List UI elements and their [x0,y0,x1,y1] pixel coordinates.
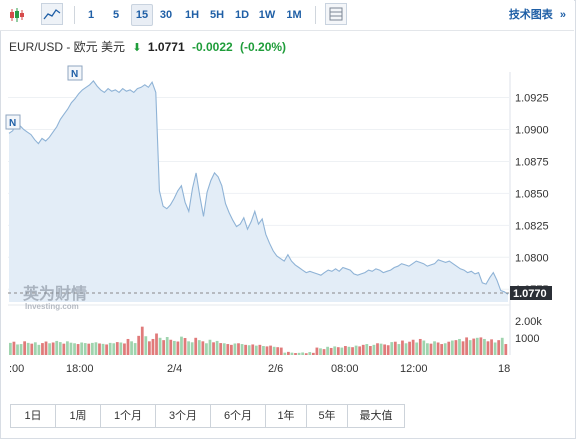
price-change: -0.0022 [191,40,233,54]
toolbar-divider [315,6,316,24]
last-price: 1.0771 [147,40,185,54]
price-change-percent: (-0.20%) [240,40,287,54]
period-6m[interactable]: 6个月 [211,405,266,427]
period-3m[interactable]: 3个月 [156,405,211,427]
down-arrow-icon: ⬇ [132,42,142,54]
interval-5[interactable]: 5 [112,9,120,21]
interval-1m[interactable]: 1M [286,9,302,21]
technical-chart-link[interactable]: 技术图表 » [509,4,566,26]
toolbar-divider [74,6,75,24]
interval-5h[interactable]: 5H [209,9,225,21]
candlestick-icon[interactable] [8,4,26,26]
period-1m[interactable]: 1个月 [101,405,156,427]
interval-1[interactable]: 1 [87,9,95,21]
period-selector: 1日 1周 1个月 3个月 6个月 1年 5年 最大值 [10,404,405,428]
area-chart-icon[interactable] [41,3,63,25]
period-5y[interactable]: 5年 [307,405,348,427]
technical-chart-label: 技术图表 [508,9,553,21]
period-1w[interactable]: 1周 [56,405,101,427]
interval-1d[interactable]: 1D [234,9,250,21]
period-max[interactable]: 最大值 [348,405,404,427]
double-chevron-right-icon: » [559,9,566,21]
interval-15[interactable]: 15 [131,4,153,26]
quote-header: EUR/USD - 欧元 美元 ⬇ 1.0771 -0.0022 (-0.20%… [9,38,286,55]
table-icon[interactable] [325,3,347,25]
symbol-name: EUR/USD - 欧元 美元 [9,40,126,54]
period-1y[interactable]: 1年 [266,405,307,427]
interval-1w[interactable]: 1W [258,9,276,21]
chart-toolbar: 1 5 15 30 1H 5H 1D 1W 1M 技术图表 » [0,0,574,31]
period-1d[interactable]: 1日 [11,405,56,427]
interval-30[interactable]: 30 [159,9,173,21]
interval-1h[interactable]: 1H [184,9,200,21]
